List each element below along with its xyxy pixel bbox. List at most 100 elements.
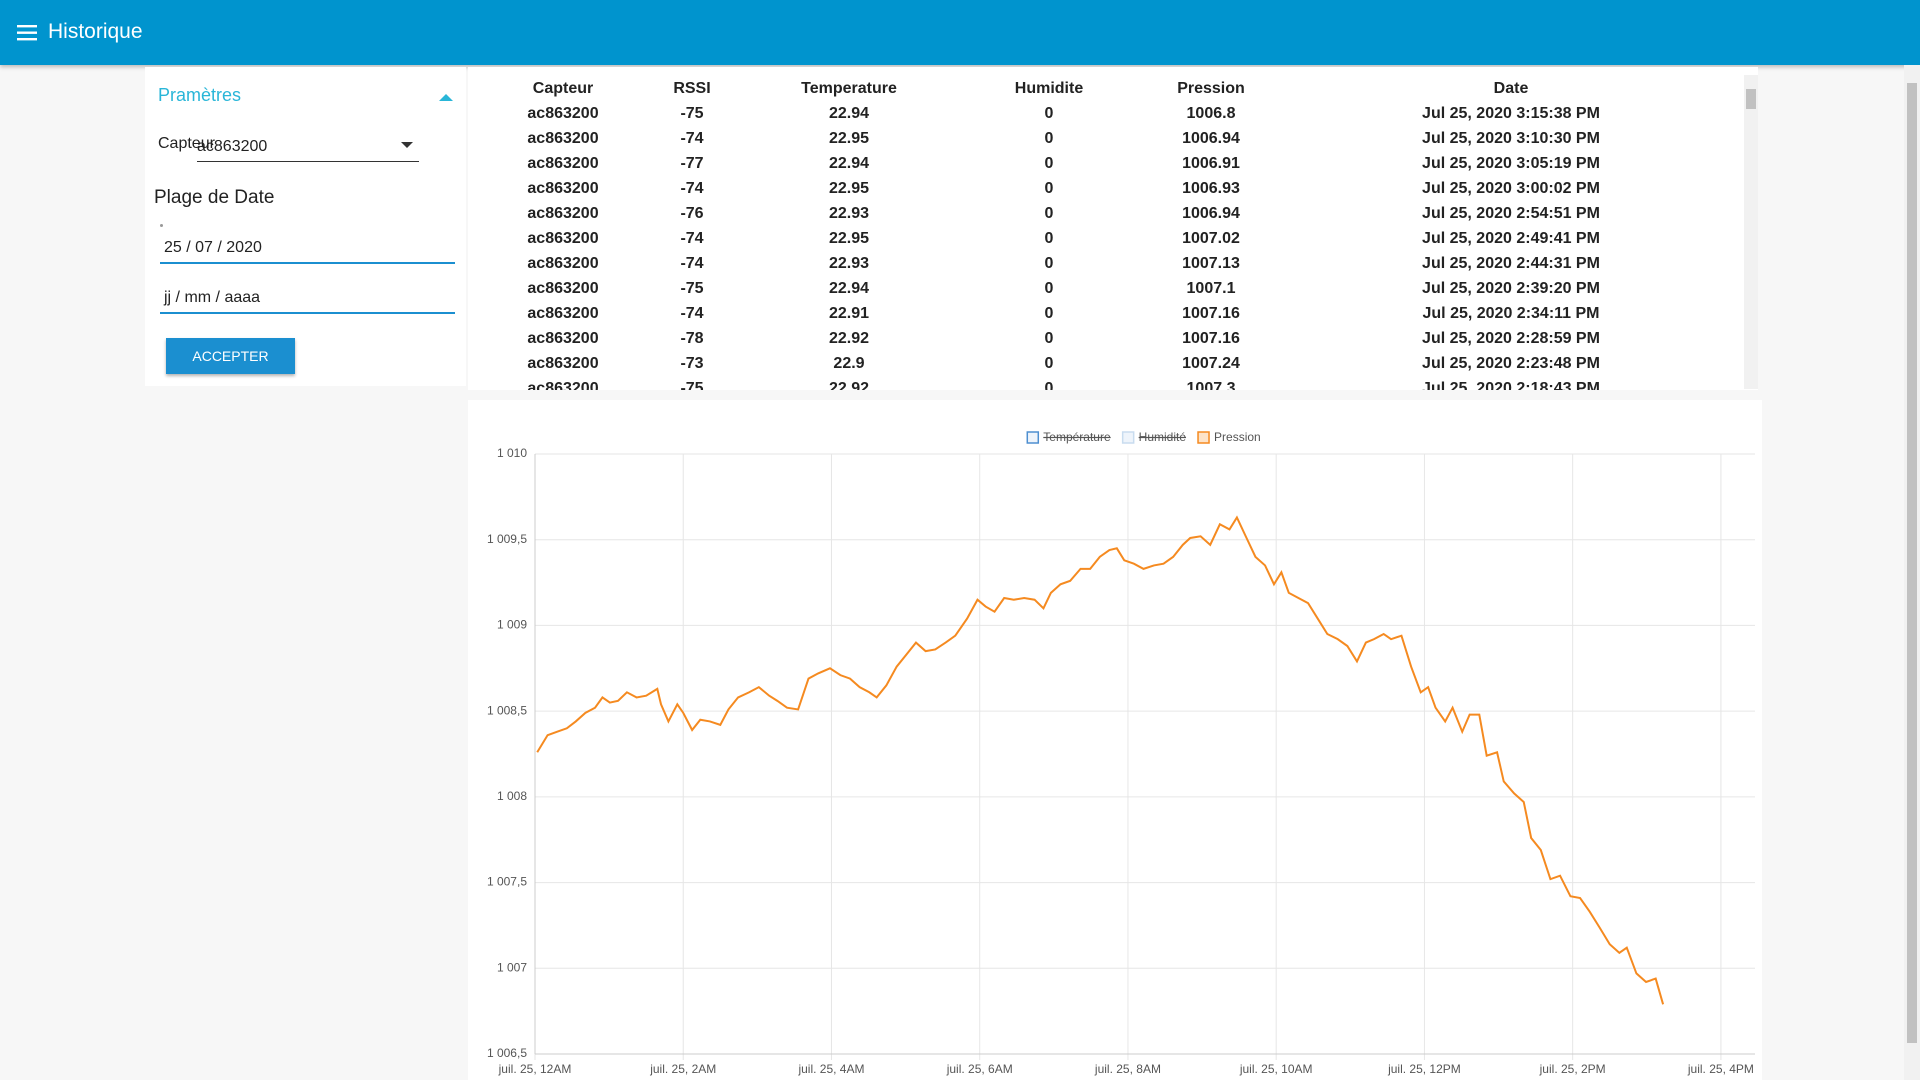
y-tick-label: 1 009,5 xyxy=(487,532,527,546)
legend-swatch[interactable] xyxy=(1121,431,1135,444)
table-cell: -76 xyxy=(680,205,704,222)
table-cell: 0 xyxy=(1044,305,1054,322)
table-cell: 1006.91 xyxy=(1182,155,1240,172)
menu-icon[interactable] xyxy=(17,24,39,42)
y-tick-label: 1 009 xyxy=(497,618,527,632)
table-cell: 1007.24 xyxy=(1182,355,1240,372)
table-cell: -73 xyxy=(680,355,704,372)
sensor-value: ac863200 xyxy=(197,138,268,155)
table-cell: Jul 25, 2020 2:28:59 PM xyxy=(1422,330,1600,347)
table-cell: -74 xyxy=(680,180,704,197)
column-header: RSSI xyxy=(673,80,711,97)
table-cell: Jul 25, 2020 2:54:51 PM xyxy=(1422,205,1600,222)
date-range-title: Plage de Date xyxy=(154,187,275,208)
column-header: Pression xyxy=(1177,80,1245,97)
table-cell: -74 xyxy=(680,255,704,272)
table-cell: 22.9 xyxy=(833,355,865,372)
table-cell: 22.92 xyxy=(828,330,870,347)
page-scroll-thumb[interactable] xyxy=(1907,83,1917,1043)
dot xyxy=(160,224,163,227)
table-cell: 22.95 xyxy=(828,130,870,147)
table-cell: Jul 25, 2020 3:15:38 PM xyxy=(1422,105,1600,122)
table-cell: Jul 25, 2020 2:34:11 PM xyxy=(1422,305,1600,322)
table-cell: 0 xyxy=(1044,330,1054,347)
table-cell: 22.92 xyxy=(828,380,870,390)
x-tick-label: juil. 25, 4PM xyxy=(1687,1062,1754,1076)
table-cell: ac863200 xyxy=(527,230,599,247)
legend-swatch[interactable] xyxy=(1026,431,1040,444)
y-tick-label: 1 006,5 xyxy=(487,1046,527,1060)
table-cell: 1006.93 xyxy=(1182,180,1240,197)
start-date: 25 / 07 / 2020 xyxy=(164,239,262,256)
x-tick-label: juil. 25, 12PM xyxy=(1387,1062,1461,1076)
table-cell: 1007.3 xyxy=(1186,380,1236,390)
table-cell: 0 xyxy=(1044,380,1054,390)
table-cell: Jul 25, 2020 2:49:41 PM xyxy=(1422,230,1600,247)
table-cell: 0 xyxy=(1044,280,1054,297)
y-tick-label: 1 007 xyxy=(497,960,527,974)
table-cell: Jul 25, 2020 2:18:43 PM xyxy=(1422,380,1600,390)
table-cell: -75 xyxy=(680,380,704,390)
x-tick-label: juil. 25, 2AM xyxy=(649,1062,716,1076)
table-cell: Jul 25, 2020 3:00:02 PM xyxy=(1422,180,1600,197)
table-cell: -75 xyxy=(680,280,704,297)
table-cell: 0 xyxy=(1044,255,1054,272)
y-tick-label: 1 010 xyxy=(497,446,527,460)
table-cell: 22.94 xyxy=(828,105,870,122)
legend-label[interactable]: Humidité xyxy=(1139,430,1187,444)
table-cell: 22.95 xyxy=(828,230,870,247)
line-series xyxy=(536,515,1665,1005)
collapse-caret[interactable] xyxy=(439,93,453,101)
table-cell: ac863200 xyxy=(527,205,599,222)
table-cell: ac863200 xyxy=(527,355,599,372)
table-cell: 0 xyxy=(1044,155,1054,172)
x-tick-label: juil. 25, 4AM xyxy=(797,1062,864,1076)
table-cell: 0 xyxy=(1044,105,1054,122)
x-tick-label: juil. 25, 6AM xyxy=(946,1062,1013,1076)
table-cell: ac863200 xyxy=(527,155,599,172)
x-tick-label: juil. 25, 8AM xyxy=(1094,1062,1161,1076)
column-header: Temperature xyxy=(801,80,897,97)
y-tick-label: 1 008,5 xyxy=(487,703,527,717)
table-scrollbar[interactable] xyxy=(1744,75,1758,389)
table-cell: ac863200 xyxy=(527,305,599,322)
table-cell: Jul 25, 2020 2:23:48 PM xyxy=(1422,355,1600,372)
x-tick-label: juil. 25, 2PM xyxy=(1539,1062,1606,1076)
table-cell: 0 xyxy=(1044,205,1054,222)
table-cell: -74 xyxy=(680,305,704,322)
end-date-placeholder: jj / mm / aaaa xyxy=(164,289,261,306)
sensor-select[interactable]: ac863200 xyxy=(197,127,419,162)
table-cell: 0 xyxy=(1044,355,1054,372)
table-cell: 0 xyxy=(1044,180,1054,197)
dropdown-arrow xyxy=(401,142,413,148)
legend-label[interactable]: Température xyxy=(1043,430,1111,444)
table-cell: 22.93 xyxy=(828,255,870,272)
section-title[interactable]: Pramètres xyxy=(158,85,242,105)
y-tick-label: 1 008 xyxy=(497,789,527,803)
table-cell: 1006.8 xyxy=(1186,105,1236,122)
parameters-card: Pramètres Capteur ac863200 Plage de Date… xyxy=(145,67,466,386)
x-tick-label: juil. 25, 12AM xyxy=(498,1062,572,1076)
x-tick-label: juil. 25, 10AM xyxy=(1239,1062,1313,1076)
table-cell: Jul 25, 2020 3:05:19 PM xyxy=(1422,155,1600,172)
column-header: Capteur xyxy=(532,80,594,97)
start-date-input[interactable]: 25 / 07 / 2020 xyxy=(160,234,455,264)
scroll-thumb[interactable] xyxy=(1746,89,1756,109)
table-cell: -78 xyxy=(680,330,704,347)
table-cell: 0 xyxy=(1044,230,1054,247)
column-header: Humidite xyxy=(1014,80,1084,97)
page-scrollbar[interactable] xyxy=(1904,65,1920,1080)
sensor-label: Capteur xyxy=(158,135,215,152)
table-cell: -74 xyxy=(680,130,704,147)
legend-swatch[interactable] xyxy=(1197,431,1210,444)
end-date-input[interactable]: jj / mm / aaaa xyxy=(160,284,455,314)
data-table: Capteur RSSI Temperature Humidite Pression Da… xyxy=(468,67,1758,390)
table-cell: ac863200 xyxy=(527,255,599,272)
table-cell: ac863200 xyxy=(527,280,599,297)
app-bar: Historique xyxy=(0,0,1920,65)
legend-label[interactable]: Pression xyxy=(1214,430,1261,444)
accept-button[interactable]: ACCEPTER xyxy=(166,338,295,374)
page-title: Historique xyxy=(48,20,143,43)
